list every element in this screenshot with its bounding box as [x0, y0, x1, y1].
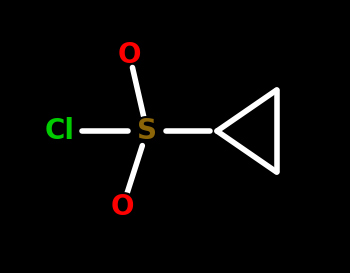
Text: Cl: Cl: [42, 115, 77, 147]
Text: O: O: [118, 41, 141, 69]
Text: O: O: [111, 194, 134, 221]
Text: O: O: [108, 191, 136, 224]
Text: O: O: [116, 38, 144, 71]
Text: Cl: Cl: [44, 117, 75, 145]
Text: S: S: [137, 117, 157, 145]
Text: S: S: [135, 115, 159, 147]
